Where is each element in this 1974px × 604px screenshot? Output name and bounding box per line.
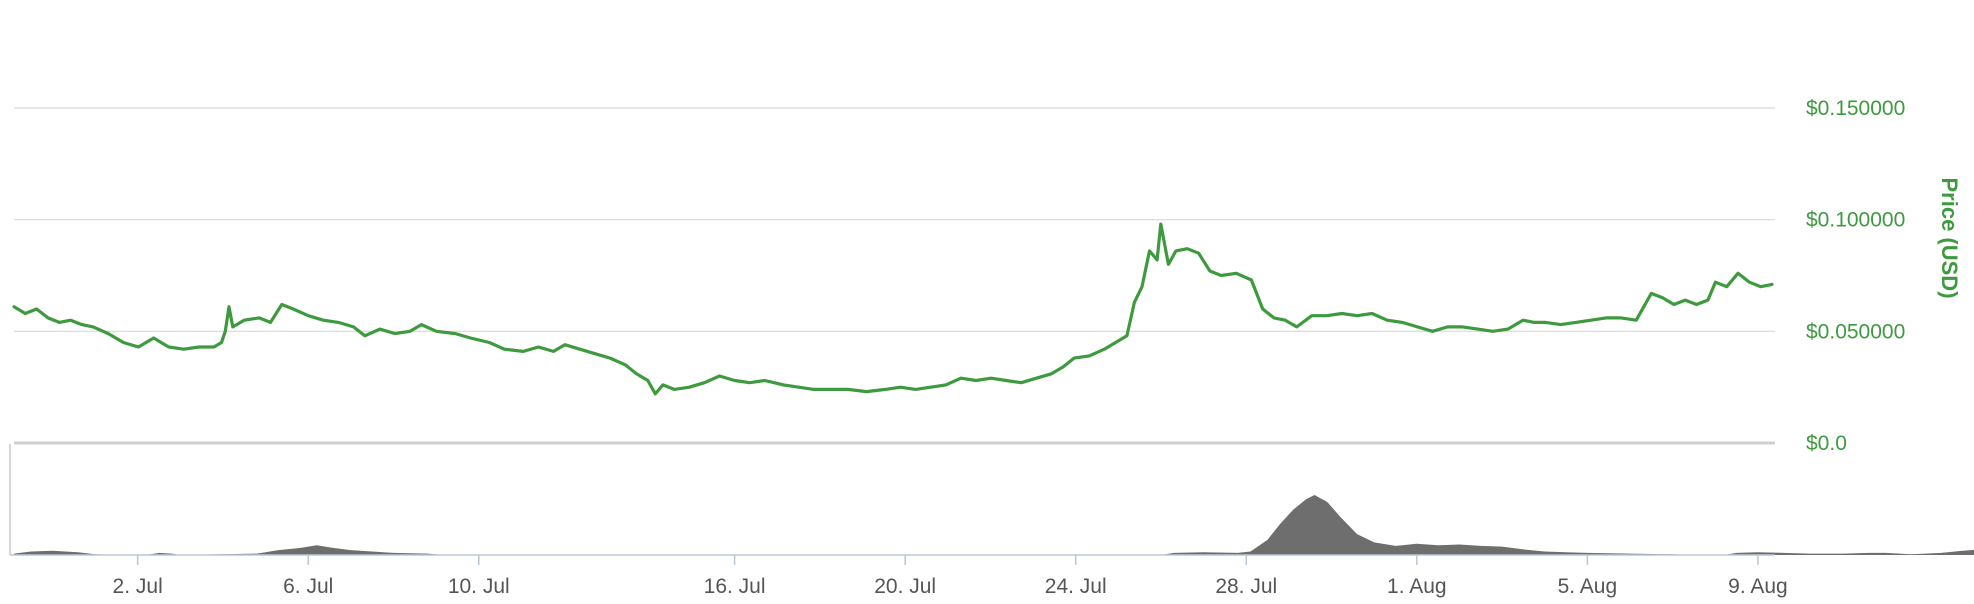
volume-panel <box>9 444 1974 556</box>
x-tick-label: 9. Aug <box>1728 575 1788 598</box>
x-tick-label: 28. Jul <box>1215 575 1277 598</box>
x-tick-label: 1. Aug <box>1387 575 1447 598</box>
y-axis-ticks: $0.0 $0.050000 $0.100000 $0.150000 <box>1806 97 1905 455</box>
x-tick-label: 24. Jul <box>1045 575 1107 598</box>
grid-lines <box>14 107 1775 445</box>
x-tick-label: 5. Aug <box>1558 575 1618 598</box>
price-line <box>12 222 1774 396</box>
x-tick-label: 2. Jul <box>113 575 163 598</box>
x-axis-ticks: 2. Jul 6. Jul 10. Jul 16. Jul 20. Jul 24. Jul… <box>113 555 1788 598</box>
y-tick-label: $0.050000 <box>1806 320 1905 343</box>
x-tick-label: 6. Jul <box>283 575 333 598</box>
y-axis-title: Price (USD) <box>1937 177 1962 298</box>
price-series <box>12 222 1774 396</box>
volume-area <box>14 495 1974 555</box>
y-tick-label: $0.150000 <box>1806 97 1905 120</box>
y-tick-label: $0.0 <box>1806 432 1847 455</box>
x-tick-label: 16. Jul <box>704 575 766 598</box>
x-tick-label: 20. Jul <box>874 575 936 598</box>
x-tick-label: 10. Jul <box>448 575 510 598</box>
y-tick-label: $0.100000 <box>1806 209 1905 232</box>
